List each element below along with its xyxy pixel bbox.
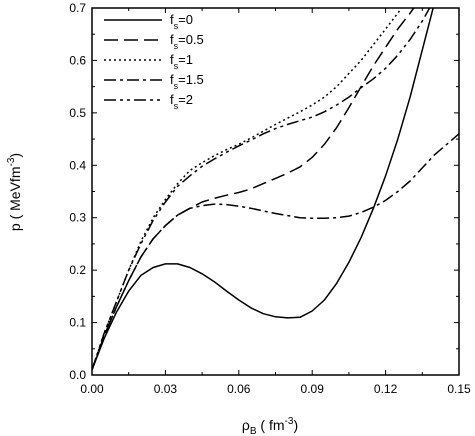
x-tick-label: 0.12 xyxy=(374,382,398,396)
legend-label-2: fs=1 xyxy=(170,52,193,71)
x-axis-label-rest: ( fm xyxy=(257,417,285,433)
legend-label-1: fs=0.5 xyxy=(170,32,204,51)
series-line-0 xyxy=(92,8,434,371)
x-tick-label: 0.15 xyxy=(447,382,471,396)
x-tick-label: 0.06 xyxy=(227,382,251,396)
x-axis-label-sub: B xyxy=(250,426,257,436)
y-axis-label-main: p ( MeVfm xyxy=(7,167,23,232)
plot-frame xyxy=(91,7,460,376)
y-tick-label: 0.0 xyxy=(69,368,86,382)
axis-ticks: 0.00 0.03 0.06 0.09 0.12 0.15 0.0 0.1 0.2 0.3 0.4 0… xyxy=(69,1,471,396)
x-tick-label: 0.03 xyxy=(154,382,178,396)
x-tick-label: 0.00 xyxy=(80,382,104,396)
y-tick-label: 0.7 xyxy=(69,1,86,15)
y-tick-label: 0.3 xyxy=(69,211,86,225)
y-tick-label: 0.4 xyxy=(69,158,86,172)
x-axis-label-main: ρ xyxy=(242,417,250,433)
series-line-3 xyxy=(92,133,459,371)
series-line-4 xyxy=(92,8,431,371)
y-axis-label: p ( MeVfm-3) xyxy=(6,153,23,231)
y-axis-label-sup: -3 xyxy=(6,157,17,166)
legend-label-3: fs=1.5 xyxy=(170,72,204,91)
series-line-1 xyxy=(92,8,415,371)
y-tick-label: 0.5 xyxy=(69,106,86,120)
x-tick-label: 0.09 xyxy=(301,382,325,396)
legend: fs=0fs=0.5fs=1fs=1.5fs=2 xyxy=(104,12,204,111)
series-layer xyxy=(92,8,459,371)
x-axis-label-close: ) xyxy=(293,417,298,433)
y-axis-label-close: ) xyxy=(7,153,23,158)
x-axis-label: ρB ( fm-3) xyxy=(242,416,298,436)
y-tick-label: 0.6 xyxy=(69,53,86,67)
series-line-2 xyxy=(92,8,403,371)
y-tick-label: 0.2 xyxy=(69,263,86,277)
legend-label-0: fs=0 xyxy=(170,12,193,31)
y-tick-label: 0.1 xyxy=(69,316,86,330)
legend-label-4: fs=2 xyxy=(170,92,193,111)
x-axis-label-sup: -3 xyxy=(285,416,294,427)
